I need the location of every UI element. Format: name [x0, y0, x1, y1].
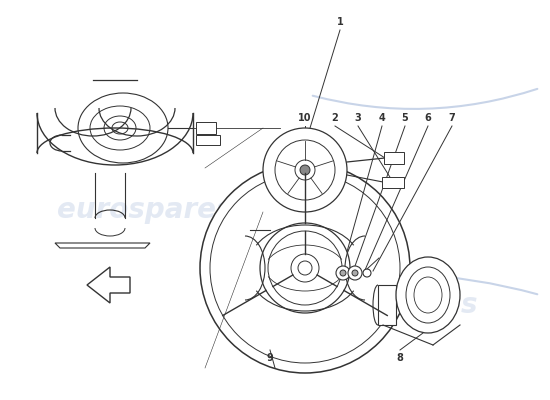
Ellipse shape — [263, 128, 347, 212]
Text: 2: 2 — [332, 113, 338, 123]
Text: 5: 5 — [402, 113, 408, 123]
Text: 7: 7 — [449, 113, 455, 123]
Text: 9: 9 — [267, 353, 273, 363]
Ellipse shape — [200, 163, 410, 373]
Ellipse shape — [406, 267, 450, 323]
FancyBboxPatch shape — [382, 177, 404, 188]
Ellipse shape — [210, 173, 400, 363]
Polygon shape — [55, 243, 150, 248]
Ellipse shape — [300, 165, 310, 175]
FancyBboxPatch shape — [384, 152, 404, 164]
Ellipse shape — [295, 160, 315, 180]
Ellipse shape — [348, 266, 362, 280]
FancyBboxPatch shape — [196, 135, 220, 145]
FancyArrowPatch shape — [283, 274, 537, 294]
Text: 10: 10 — [298, 113, 312, 123]
Ellipse shape — [291, 254, 319, 282]
Ellipse shape — [352, 270, 358, 276]
Text: 3: 3 — [355, 113, 361, 123]
Ellipse shape — [340, 270, 346, 276]
Text: 8: 8 — [397, 353, 404, 363]
Ellipse shape — [414, 277, 442, 313]
Polygon shape — [378, 285, 396, 325]
Ellipse shape — [336, 266, 350, 280]
Ellipse shape — [275, 140, 335, 200]
FancyBboxPatch shape — [196, 122, 216, 134]
Ellipse shape — [396, 257, 460, 333]
Ellipse shape — [260, 223, 350, 313]
Polygon shape — [87, 267, 130, 303]
Ellipse shape — [268, 231, 342, 305]
Text: eurospares: eurospares — [302, 291, 478, 319]
FancyArrowPatch shape — [313, 89, 537, 109]
Text: eurospares: eurospares — [57, 196, 233, 224]
Ellipse shape — [363, 269, 371, 277]
Ellipse shape — [298, 261, 312, 275]
Text: 4: 4 — [378, 113, 386, 123]
Text: 1: 1 — [337, 17, 343, 27]
Text: 6: 6 — [425, 113, 431, 123]
